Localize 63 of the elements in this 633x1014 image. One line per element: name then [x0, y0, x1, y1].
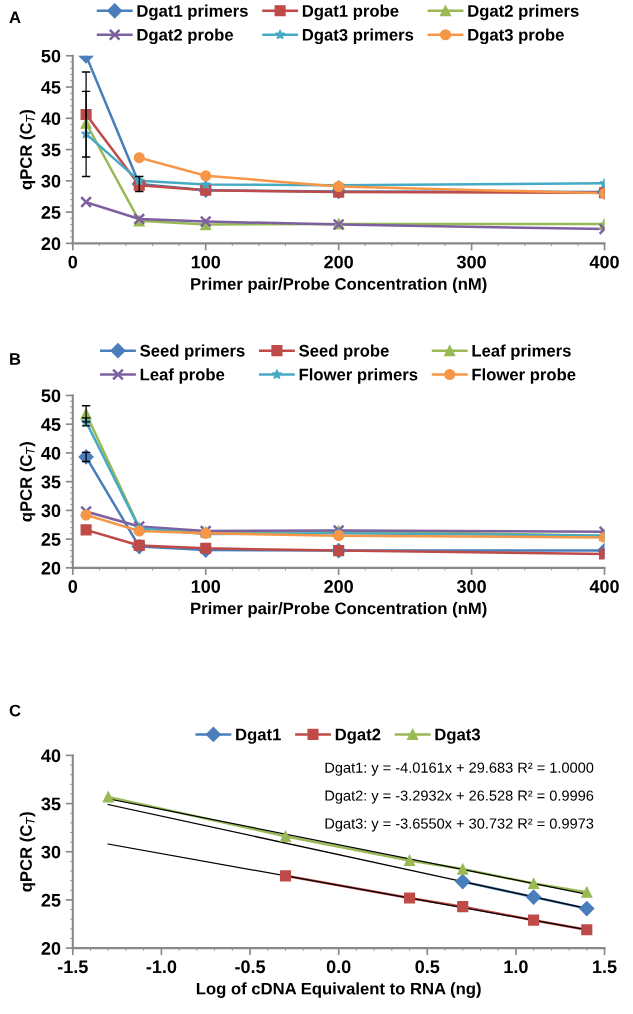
legend-label: Dgat2 probe	[137, 28, 234, 45]
x-axis-title: Primer pair/Probe Concentration (nM)	[191, 602, 487, 618]
y-axis-title: qPCR (C$_{T}$)	[19, 812, 36, 892]
x-tick-label: 1.5	[593, 960, 617, 974]
legend-label: Dgat1 primers	[137, 4, 248, 21]
y-tick-label: 45	[41, 81, 61, 94]
x-tick-label: -0.5	[235, 960, 266, 974]
annotation: Dgat2: y = -3.2932x + 26.528 R² = 0.9996	[325, 790, 594, 804]
x-tick-label: 300	[456, 255, 486, 269]
y-tick-label: 20	[41, 942, 61, 955]
x-tick-label: 400	[589, 580, 619, 593]
x-axis-title: Primer pair/Probe Concentration (nM)	[191, 277, 487, 294]
legend-label: Dgat3 primers	[302, 28, 414, 45]
annotation: Dgat1: y = -4.0161x + 29.683 R² = 1.0000	[325, 762, 594, 776]
y-tick-label: 35	[41, 475, 61, 489]
legend-label: Flower probe	[472, 368, 576, 384]
legend-label: Dgat2	[335, 728, 381, 744]
y-axis-title: qPCR (C$_{T}$)	[19, 442, 36, 522]
y-tick-label: 35	[41, 797, 61, 811]
legend-label: Seed probe	[299, 344, 389, 360]
x-tick-label: 200	[324, 580, 353, 593]
legend-label: Seed primers	[140, 344, 245, 360]
y-tick-label: 25	[41, 206, 61, 219]
y-tick-label: 50	[41, 49, 61, 63]
legend-label: Dgat1	[236, 728, 281, 744]
x-tick-label: 200	[324, 255, 353, 269]
y-tick-label: 30	[41, 504, 61, 518]
y-tick-label: 40	[41, 749, 61, 763]
legend-label: Dgat2 primers	[468, 4, 579, 21]
legend-label: Dgat3 probe	[468, 28, 564, 45]
chart-title: C	[9, 704, 21, 717]
x-tick-label: -1.5	[57, 960, 88, 974]
legend-label: Leaf primers	[472, 344, 571, 360]
x-tick-label: 300	[456, 580, 486, 593]
y-tick-label: 25	[41, 893, 61, 907]
x-tick-label: 100	[191, 255, 221, 269]
chart-title: B	[10, 353, 21, 365]
legend-label: Dgat1 probe	[302, 4, 399, 21]
x-tick-label: 0	[68, 580, 78, 593]
legend-label: Dgat3	[435, 728, 481, 744]
x-tick-label: 1.0	[504, 960, 528, 974]
y-tick-label: 35	[41, 143, 61, 157]
y-tick-label: 20	[41, 561, 61, 575]
y-tick-label: 30	[41, 845, 61, 859]
x-tick-label: 0.5	[415, 960, 440, 974]
y-tick-label: 30	[41, 174, 61, 188]
chart-title: A	[9, 11, 21, 24]
y-tick-label: 25	[41, 533, 61, 546]
x-tick-label: 0	[68, 255, 78, 269]
y-tick-label: 40	[41, 112, 61, 126]
x-tick-label: -1.0	[146, 960, 177, 974]
x-tick-label: 0.0	[326, 960, 351, 974]
y-axis-title: qPCR (C$_{T}$)	[19, 110, 36, 190]
y-tick-label: 45	[41, 418, 61, 431]
annotation: Dgat3: y = -3.6550x + 30.732 R² = 0.9973	[325, 818, 594, 832]
x-axis-title: Log of cDNA Equivalent to RNA (ng)	[196, 982, 481, 998]
x-tick-label: 100	[191, 580, 221, 593]
legend-label: Flower primers	[299, 368, 418, 384]
y-tick-label: 20	[41, 237, 61, 251]
y-tick-label: 50	[41, 389, 61, 403]
legend-label: Leaf probe	[140, 368, 225, 384]
x-tick-label: 400	[589, 255, 619, 269]
y-tick-label: 40	[41, 446, 61, 460]
